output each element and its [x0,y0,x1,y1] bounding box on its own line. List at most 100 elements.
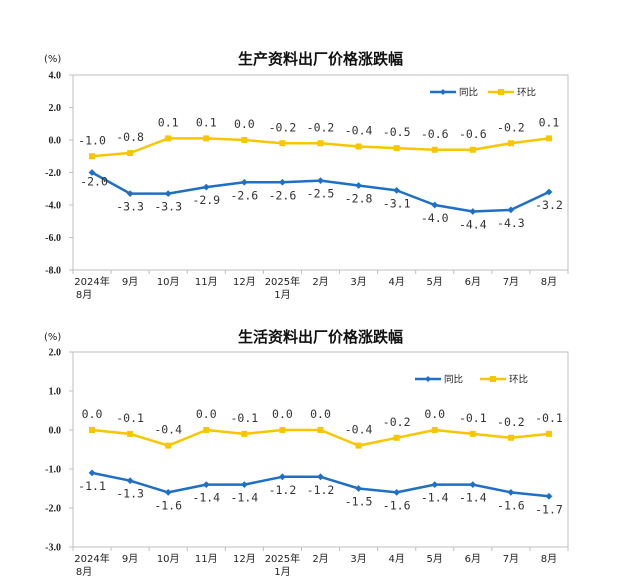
data-label: -4.3 [497,216,525,230]
x-tick-label: 10月 [157,553,180,565]
data-label: -1.2 [269,483,297,497]
data-label: -1.4 [421,491,449,505]
x-tick-label: 2025年 1月 [265,552,300,578]
legend-entry: 环比 [517,87,536,99]
y-tick-label: 2.0 [49,103,62,114]
data-label: -0.2 [383,415,411,429]
y-tick-label: -8.0 [45,266,61,277]
data-label: -1.6 [497,498,525,512]
data-point [469,146,476,153]
y-tick-label: 1.0 [49,387,62,398]
data-point [241,430,248,437]
data-label: -1.6 [154,498,182,512]
chart-title: 生产资料出厂价格涨跌幅 [238,50,403,68]
y-tick-label: 2.0 [49,348,62,359]
data-label: -1.6 [383,498,411,512]
data-label: -0.1 [230,411,258,425]
data-label: -1.2 [307,483,335,497]
x-tick-label: 2024年 8月 [74,275,109,301]
data-point [317,427,324,433]
x-tick-label: 5月 [427,276,443,288]
y-axis-unit: (%) [44,332,61,343]
y-axis-unit: (%) [44,54,61,65]
data-label: -2.6 [230,188,258,202]
x-tick-label: 6月 [465,553,481,565]
data-label: -2.9 [192,193,220,207]
x-tick-label: 9月 [122,276,138,288]
data-point [127,150,134,156]
chart-production-materials: 生产资料出厂价格涨跌幅 (%) 4.0 2.0 0.0 -2.0 -4.0 -6.0 -8.0 2… [44,50,569,301]
x-tick-label: 4月 [388,553,404,565]
data-point [202,183,210,191]
data-point [355,485,362,492]
data-point [317,140,324,147]
y-tick-label: 0.0 [49,136,62,147]
y-tick-label: -6.0 [45,233,61,244]
x-tick-label: 11月 [195,553,218,565]
data-label: 0.0 [234,117,255,131]
data-point [393,434,400,441]
data-label: -0.1 [535,411,563,425]
x-tick-label: 7月 [503,553,519,565]
data-point [545,188,553,196]
data-point [393,186,401,194]
data-point [355,182,362,189]
data-point [126,477,134,485]
data-label: 0.1 [539,115,560,129]
data-point [241,137,248,143]
data-label: -2.8 [345,192,373,206]
data-label: 0.0 [424,407,445,421]
y-tick-label: 4.0 [49,71,62,82]
legend-marker [440,89,446,95]
data-label: -0.2 [307,120,335,134]
x-tick-label: 2月 [312,276,328,288]
y-tick-label: -2.0 [45,168,61,179]
data-label: -0.5 [383,125,411,139]
x-tick-label: 3月 [350,276,366,288]
data-point [279,473,286,481]
data-point [126,190,134,198]
data-point [545,430,552,437]
chart-title: 生活资料出厂价格涨跌幅 [238,328,403,346]
data-label: -3.2 [535,198,563,212]
data-label: -4.4 [459,218,487,232]
x-tick-label: 2025年 1月 [265,275,300,301]
data-label: 0.0 [196,407,217,421]
data-point [507,489,515,496]
legend-marker [490,376,496,382]
data-point [240,481,248,488]
data-point [165,442,172,449]
data-label: -0.4 [154,423,182,437]
x-tick-label: 8月 [541,553,557,565]
x-tick-label: 12月 [233,553,256,565]
data-label: -1.0 [78,133,106,147]
plot-frame [72,74,569,271]
data-point [88,469,96,477]
data-point [355,442,362,449]
data-point [469,208,477,215]
chart-living-materials: 生活资料出厂价格涨跌幅 (%) 2.0 1.0 0.0 -1.0 -2.0 -3.0 2024年… [44,328,569,578]
data-point [431,201,439,209]
data-point [127,430,134,437]
data-label: -3.1 [383,196,411,210]
data-point [203,135,210,142]
x-tick-label: 11月 [195,276,218,288]
data-label: -1.5 [345,495,373,509]
data-label: -1.4 [459,491,487,505]
data-label: 0.0 [82,407,103,421]
data-point [203,427,210,433]
data-label: -1.1 [78,479,106,493]
data-label: -0.8 [116,130,144,144]
data-point [507,140,514,147]
legend-entry: 同比 [444,374,463,386]
data-point [431,481,439,488]
x-tick-label: 9月 [122,553,138,565]
data-label: 0.1 [196,115,217,129]
data-point [240,178,248,186]
data-point [545,492,553,500]
data-label: -0.2 [497,415,525,429]
x-tick-label: 3月 [350,553,366,565]
data-label: -1.4 [192,491,220,505]
data-point [507,206,515,214]
